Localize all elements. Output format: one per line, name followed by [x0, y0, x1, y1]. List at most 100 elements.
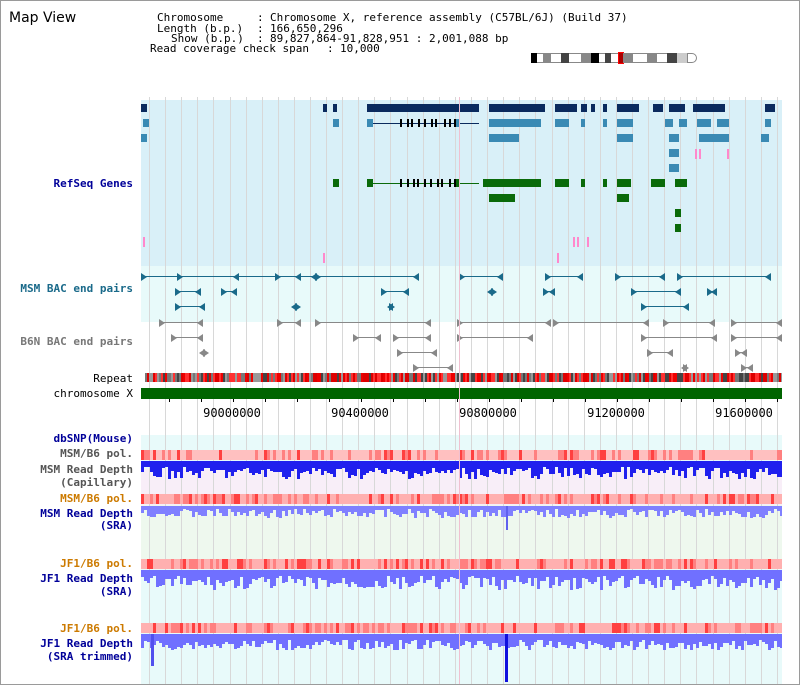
track-label-jf1-depth-trimmed[interactable]: JF1 Read Depth [40, 637, 133, 650]
depth-bar [258, 461, 261, 474]
repeat-segment [623, 373, 625, 382]
track-label-repeat[interactable]: Repeat [93, 372, 133, 385]
depth-bar [585, 634, 588, 649]
depth-bar [528, 570, 531, 578]
depth-bar [264, 570, 267, 582]
pol-cell [648, 559, 651, 569]
track-label-refseq[interactable]: RefSeq Genes [53, 177, 133, 190]
track-label-jf1-b6-pol-2[interactable]: JF1/B6 pol. [60, 622, 133, 635]
track-label-chromosome[interactable]: chromosome X [53, 387, 133, 400]
depth-bar [216, 506, 219, 509]
pol-cell [153, 494, 156, 504]
pol-cell [492, 559, 495, 569]
pol-cell [771, 450, 774, 460]
depth-bar [360, 634, 363, 648]
pol-cell [528, 559, 531, 569]
pol-cell [156, 623, 159, 633]
depth-bar [429, 570, 432, 580]
pol-cell [543, 559, 546, 569]
repeat-segment [407, 373, 409, 382]
depth-bar [465, 506, 468, 517]
repeat-segment [747, 373, 749, 382]
track-label-msm-bac[interactable]: MSM BAC end pairs [20, 282, 133, 295]
depth-bar [513, 634, 516, 647]
chromosome-colon: : [257, 11, 264, 24]
depth-bar [465, 461, 468, 474]
pol-cell [318, 623, 321, 633]
depth-bar [777, 570, 780, 588]
depth-bar [780, 461, 782, 477]
depth-bar [363, 570, 366, 588]
depth-bar [306, 461, 309, 471]
track-label-msm-b6-pol-2[interactable]: MSM/B6 pol. [60, 492, 133, 505]
depth-bar [462, 461, 465, 468]
depth-bar [627, 634, 630, 646]
track-label-jf1-b6-pol-1[interactable]: JF1/B6 pol. [60, 557, 133, 570]
track-canvas[interactable]: 90000000 90400000 90800000 91200000 91600000 [141, 97, 782, 684]
pol-cell [771, 623, 774, 633]
bac-end-marker [647, 349, 653, 357]
repeat-segment [777, 373, 779, 382]
chromosome-bar[interactable] [141, 388, 782, 399]
depth-bar [603, 506, 606, 511]
pol-cell [333, 559, 336, 569]
depth-bar [162, 570, 165, 585]
depth-bar [714, 506, 717, 516]
depth-bar [576, 461, 579, 474]
depth-bar [189, 570, 192, 585]
pol-cell [660, 559, 663, 569]
pol-cell [696, 494, 699, 504]
pol-cell [750, 450, 753, 460]
repeat-segment [271, 373, 273, 382]
depth-bar [714, 634, 717, 643]
repeat-segment [551, 373, 553, 382]
bac-end-marker [397, 349, 403, 357]
pol-cell [744, 450, 747, 460]
track-label-msm-depth-capillary[interactable]: MSM Read Depth [40, 463, 133, 476]
depth-bar [399, 461, 402, 472]
depth-bar [150, 506, 153, 517]
pol-cell [168, 623, 171, 633]
pol-cell [276, 494, 279, 504]
repeat-track[interactable] [145, 373, 782, 382]
depth-bar [636, 634, 639, 647]
track-label-msm-depth-sra[interactable]: MSM Read Depth [40, 507, 133, 520]
depth-bar [144, 634, 147, 641]
repeat-segment [505, 373, 507, 382]
length-colon: : [257, 22, 264, 35]
pol-cell [276, 623, 279, 633]
depth-bar [246, 461, 249, 468]
depth-bar [291, 461, 294, 471]
pol-cell [417, 494, 420, 504]
pol-cell [447, 623, 450, 633]
track-label-jf1-depth-sra[interactable]: JF1 Read Depth [40, 572, 133, 585]
chromosome-ideogram[interactable] [531, 52, 697, 64]
repeat-segment [639, 373, 641, 382]
depth-bar [450, 570, 453, 577]
depth-bar [699, 461, 702, 468]
pol-cell [774, 623, 777, 633]
pol-cell [570, 494, 573, 504]
pol-cell [399, 559, 402, 569]
depth-bar [210, 461, 213, 471]
depth-bar [387, 570, 390, 576]
repeat-segment [191, 373, 193, 382]
bac-pair-line [647, 352, 673, 353]
depth-bar [273, 461, 276, 472]
pol-cell [519, 559, 522, 569]
depth-bar [441, 634, 444, 645]
depth-bar [459, 570, 462, 583]
repeat-segment [587, 373, 589, 382]
depth-bar [453, 461, 456, 470]
pol-cell [288, 494, 291, 504]
track-label-b6n-bac[interactable]: B6N BAC end pairs [20, 335, 133, 348]
track-label-msm-b6-pol-1[interactable]: MSM/B6 pol. [60, 447, 133, 460]
depth-bar [405, 570, 408, 583]
pol-cell [177, 450, 180, 460]
pol-cell [207, 450, 210, 460]
pol-cell [390, 450, 393, 460]
pol-cell [588, 559, 591, 569]
depth-bar [759, 634, 762, 640]
pol-cell [582, 623, 585, 633]
track-label-dbsnp[interactable]: dbSNP(Mouse) [53, 432, 133, 445]
